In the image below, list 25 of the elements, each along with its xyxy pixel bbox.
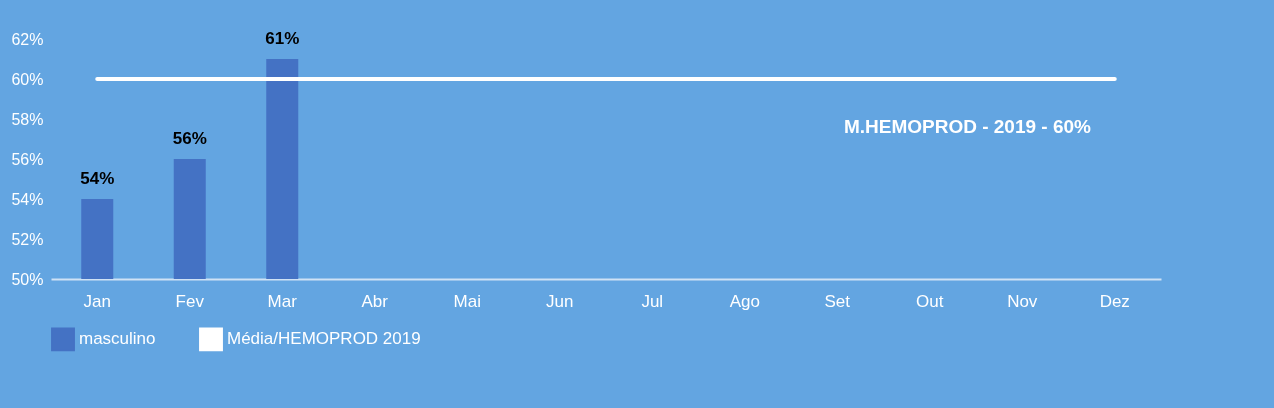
- y-tick-label: 54%: [11, 190, 44, 208]
- y-tick-label: 58%: [11, 110, 44, 128]
- x-tick-label: Jan: [83, 291, 111, 311]
- data-label: 54%: [80, 169, 115, 188]
- y-tick-label: 50%: [11, 270, 44, 288]
- x-tick-label: Jul: [641, 291, 664, 311]
- x-tick-label: Nov: [1007, 291, 1038, 311]
- x-tick-label: Fev: [175, 291, 205, 311]
- x-tick-label: Dez: [1099, 291, 1130, 311]
- data-label: 61%: [265, 29, 300, 48]
- y-tick-label: 52%: [11, 230, 44, 248]
- legend-label: masculino: [79, 329, 156, 349]
- x-tick-label: Abr: [361, 291, 389, 311]
- x-tick-label: Mai: [453, 291, 481, 311]
- y-tick-label: 62%: [11, 30, 44, 48]
- x-tick-label: Set: [824, 291, 851, 311]
- x-tick-label: Jun: [546, 291, 574, 311]
- legend-label: Média/HEMOPROD 2019: [227, 329, 421, 349]
- x-tick-label: Out: [916, 291, 944, 311]
- y-tick-label: 56%: [11, 150, 44, 168]
- annotation: M.HEMOPROD - 2019 - 60%: [843, 116, 1092, 137]
- data-label: 56%: [172, 129, 207, 148]
- y-tick-label: 60%: [11, 70, 44, 88]
- x-tick-label: Mar: [267, 291, 298, 311]
- x-tick-label: Ago: [729, 291, 760, 311]
